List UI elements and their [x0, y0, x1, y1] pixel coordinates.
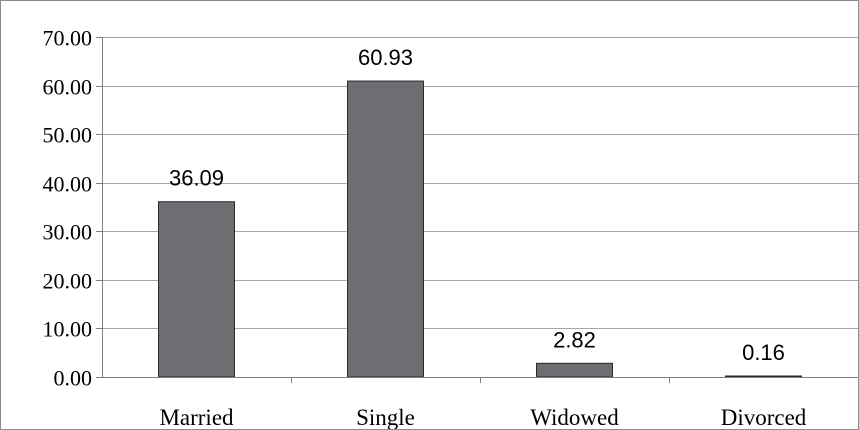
y-tick-label: 10.00	[43, 317, 93, 342]
y-tick-label: 60.00	[43, 75, 93, 100]
bar-widowed	[536, 362, 613, 378]
y-tick-label: 40.00	[43, 172, 93, 197]
data-label-divorced: 0.16	[742, 340, 785, 365]
y-tick-label: 0.00	[54, 366, 93, 391]
category-label-divorced: Divorced	[721, 405, 807, 429]
category-label-single: Single	[356, 405, 415, 429]
data-label-widowed: 2.82	[553, 327, 596, 352]
y-axis-ticks: 0.00 10.00 20.00 30.00 40.00 50.00 60.00 70.00	[43, 26, 102, 391]
category-label-married: Married	[159, 405, 234, 429]
bar-married	[158, 201, 235, 378]
x-axis	[102, 37, 858, 383]
data-label-single: 60.93	[358, 45, 413, 70]
y-tick-label: 50.00	[43, 123, 93, 148]
category-labels: Married Single Widowed Divorced	[159, 405, 806, 429]
data-label-married: 36.09	[169, 166, 224, 191]
bar-single	[347, 80, 424, 378]
category-label-widowed: Widowed	[530, 405, 619, 429]
data-labels: 36.09 60.93 2.82 0.16	[169, 45, 785, 365]
y-tick-label: 70.00	[43, 26, 93, 51]
bar-divorced	[725, 375, 802, 378]
y-tick-label: 30.00	[43, 220, 93, 245]
y-tick-label: 20.00	[43, 269, 93, 294]
bars	[158, 80, 802, 378]
